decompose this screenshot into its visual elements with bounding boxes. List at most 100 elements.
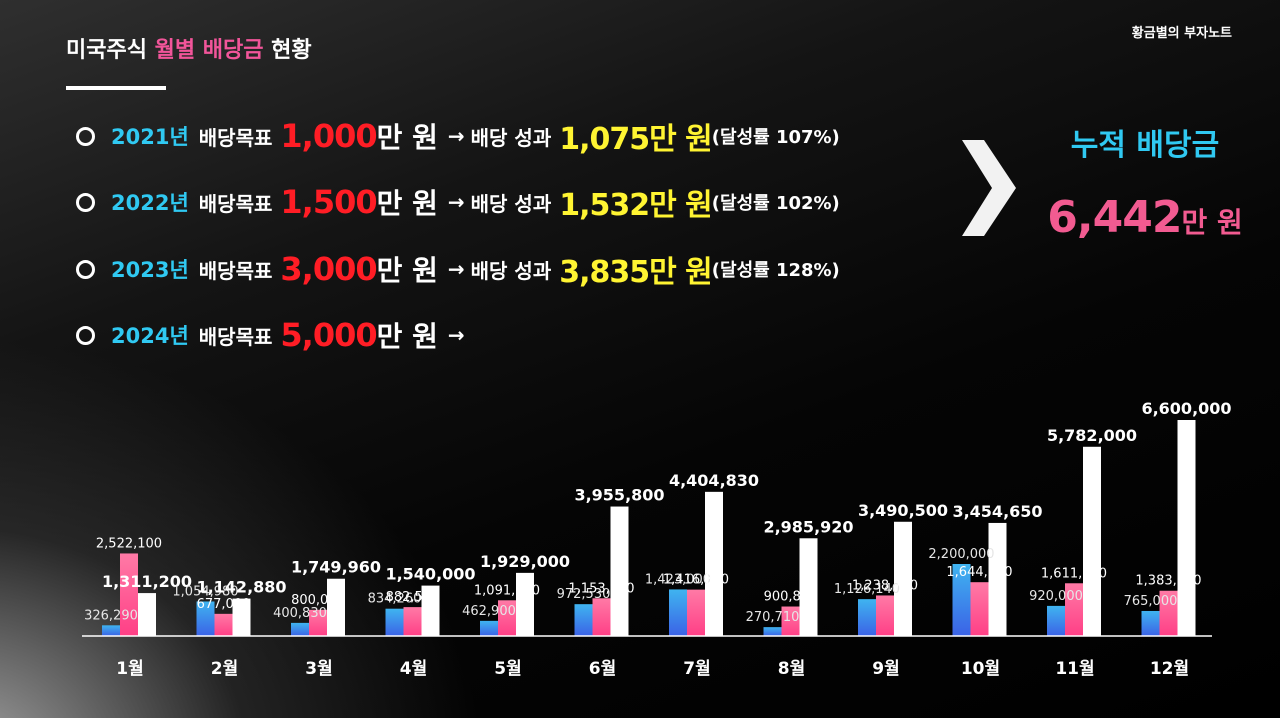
data-label-2021-5: 462,900 <box>462 604 516 619</box>
bar-2021-2 <box>196 601 215 636</box>
x-tick-label: 1월 <box>116 659 143 679</box>
data-label-2021-9: 1,126,140 <box>834 582 900 597</box>
data-label-2023-9: 3,490,500 <box>858 501 948 520</box>
x-tick-label: 6월 <box>589 659 616 679</box>
result-label: 배당 성과 <box>470 191 552 216</box>
bar-2022-12 <box>1159 590 1178 636</box>
goal-row-2022: 2022년 배당목표 1,500 만 원 → 배당 성과 1,532만 원 (달성률… <box>76 174 840 230</box>
goal-label: 배당목표 <box>198 125 273 150</box>
achievement-rate: (달성률 102%) <box>711 193 840 214</box>
data-label-2021-12: 765,000 <box>1124 594 1178 609</box>
chevron-right-icon <box>962 140 1016 236</box>
goal-row-2024: 2024년 배당목표 5,000 만 원 → <box>76 307 465 363</box>
goal-label: 배당목표 <box>198 324 273 349</box>
data-label-2022-8: 900,840 <box>764 590 818 605</box>
goal-year: 2021년 <box>111 125 189 149</box>
bar-2021-5 <box>480 620 498 636</box>
bar-2021-11 <box>1047 605 1065 636</box>
goal-label: 배당목표 <box>198 258 273 283</box>
bullet-circle-icon <box>76 259 95 279</box>
cumulative-value: 6,442만 원 <box>1030 192 1260 243</box>
data-label-2022-3: 800,000 <box>291 593 345 608</box>
bar-2022-10 <box>970 582 989 636</box>
data-label-2023-8: 2,985,920 <box>763 517 853 536</box>
data-label-2021-1: 326,290 <box>84 608 138 623</box>
bar-2021-4 <box>385 608 404 636</box>
bar-2021-8 <box>763 627 782 636</box>
title-underline <box>66 86 166 90</box>
bullet-circle-icon <box>76 126 95 146</box>
bar-2021-1 <box>102 625 120 636</box>
watermark: 황금별의 부자노트 <box>1131 26 1232 41</box>
data-label-2022-10: 1,644,000 <box>946 565 1012 580</box>
x-tick-label: 5월 <box>494 659 521 679</box>
bar-2023-11 <box>1083 446 1101 636</box>
result-value: 1,075만 원 <box>559 122 713 157</box>
goal-target-unit: 만 원 <box>376 254 438 287</box>
bar-2022-5 <box>498 600 516 636</box>
data-label-2021-2: 1,054,980 <box>172 584 238 599</box>
bar-2023-5 <box>516 572 534 636</box>
data-label-2022-9: 1,238,760 <box>852 578 918 593</box>
bar-2021-6 <box>574 604 593 636</box>
data-label-2022-5: 1,091,000 <box>474 583 540 598</box>
bar-2023-3 <box>327 578 345 636</box>
cumulative-unit: 만 원 <box>1181 206 1243 239</box>
arrow-right-icon: → <box>447 124 465 148</box>
x-tick-label: 9월 <box>872 659 899 679</box>
result-label: 배당 성과 <box>470 125 552 150</box>
x-tick-label: 4월 <box>400 659 427 679</box>
bullet-circle-icon <box>76 192 95 212</box>
bar-2023-1 <box>138 593 156 636</box>
bar-2023-4 <box>421 585 440 636</box>
x-tick-label: 3월 <box>305 659 332 679</box>
bar-2022-7 <box>687 589 705 636</box>
data-label-2022-2: 677,000 <box>197 597 251 612</box>
bar-2022-6 <box>592 598 611 636</box>
x-tick-label: 8월 <box>778 659 805 679</box>
bar-2023-8 <box>799 538 818 636</box>
data-label-2023-12: 6,600,000 <box>1141 399 1231 418</box>
data-label-2021-11: 920,000 <box>1029 589 1083 604</box>
goal-year: 2022년 <box>111 191 189 215</box>
goal-target: 1,500 <box>280 183 377 221</box>
bar-2022-3 <box>309 609 327 636</box>
goal-target: 3,000 <box>280 250 377 288</box>
data-label-2022-1: 2,522,100 <box>96 536 162 551</box>
result-value: 3,835만 원 <box>559 255 713 290</box>
goal-label: 배당목표 <box>198 191 273 216</box>
bar-2021-9 <box>858 599 876 636</box>
bar-2023-12 <box>1177 420 1196 636</box>
title-prefix: 미국주식 <box>66 38 155 63</box>
title-suffix: 현황 <box>263 38 312 63</box>
bar-2022-8 <box>781 606 800 636</box>
cumulative-number: 6,442 <box>1047 192 1182 243</box>
bar-2022-11 <box>1065 583 1083 636</box>
data-label-2021-10: 2,200,000 <box>928 547 994 562</box>
result-label: 배당 성과 <box>470 258 552 283</box>
arrow-right-icon: → <box>447 190 465 214</box>
bar-2021-12 <box>1141 610 1160 636</box>
data-label-2021-8: 270,710 <box>746 610 800 625</box>
data-label-2023-2: 1,142,880 <box>196 578 286 597</box>
result-value: 1,532만 원 <box>559 188 713 223</box>
data-label-2023-3: 1,749,960 <box>291 558 381 577</box>
bar-2021-10 <box>952 564 971 636</box>
arrow-right-icon: → <box>447 323 465 347</box>
bar-2022-1 <box>120 553 138 636</box>
data-label-2021-3: 400,830 <box>273 606 327 621</box>
bar-2023-7 <box>705 491 723 636</box>
bar-2022-9 <box>876 595 894 636</box>
arrow-right-icon: → <box>447 257 465 281</box>
goal-target-unit: 만 원 <box>376 320 438 353</box>
data-label-2021-7: 1,423,000 <box>645 572 711 587</box>
data-label-2022-7: 1,416,870 <box>663 573 729 588</box>
goal-target: 1,000 <box>280 117 377 155</box>
bar-2022-2 <box>214 613 233 636</box>
achievement-rate: (달성률 128%) <box>711 260 840 281</box>
data-label-2023-6: 3,955,800 <box>574 486 664 505</box>
x-tick-label: 2월 <box>211 659 238 679</box>
data-label-2021-4: 834,260 <box>368 592 422 607</box>
goal-target-unit: 만 원 <box>376 121 438 154</box>
